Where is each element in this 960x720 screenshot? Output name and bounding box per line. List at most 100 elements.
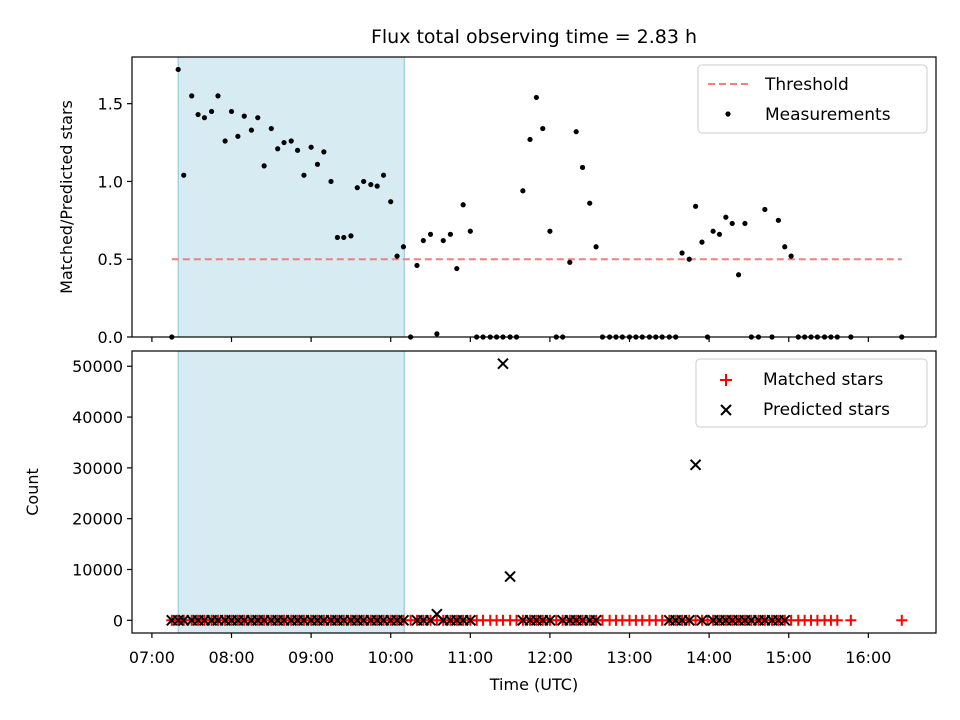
top-panel: Flux total observing time = 2.83 h 0.00.… bbox=[57, 26, 937, 347]
predicted-star-marker bbox=[590, 614, 602, 627]
x-tick-label: 13:00 bbox=[606, 648, 652, 667]
measurement-point bbox=[447, 231, 454, 237]
measurement-point bbox=[699, 239, 705, 245]
measurement-point bbox=[334, 234, 340, 241]
measurement-point bbox=[195, 111, 201, 118]
x-tick-label: 12:00 bbox=[527, 648, 573, 667]
measurement-point bbox=[361, 178, 367, 185]
bottom-y-tick-label: 30000 bbox=[72, 459, 123, 478]
chart-title: Flux total observing time = 2.83 h bbox=[371, 26, 697, 48]
predicted-star-marker bbox=[464, 614, 477, 627]
predicted-star-marker bbox=[504, 570, 516, 583]
bottom-y-tick-label: 0 bbox=[113, 611, 123, 630]
measurement-point bbox=[301, 172, 307, 178]
measurement-point bbox=[527, 136, 533, 143]
legend-measurements-swatch bbox=[725, 111, 731, 117]
measurement-point bbox=[533, 94, 539, 101]
predicted-star-marker bbox=[696, 614, 708, 627]
measurement-point bbox=[434, 331, 440, 337]
measurement-point bbox=[547, 228, 553, 234]
predicted-star-marker bbox=[497, 357, 509, 370]
measurement-point bbox=[567, 259, 573, 265]
measurement-point bbox=[742, 220, 748, 227]
legend-threshold-label: Threshold bbox=[764, 75, 849, 95]
measurement-point bbox=[328, 178, 334, 185]
bottom-y-ticks: 0 10000 20000 30000 40000 50000 bbox=[72, 357, 132, 630]
x-tick-label: 16:00 bbox=[845, 648, 891, 667]
measurement-point bbox=[710, 228, 716, 234]
x-tick-label: 09:00 bbox=[288, 648, 334, 667]
measurement-point bbox=[201, 115, 208, 121]
predicted-star-marker bbox=[397, 614, 410, 627]
measurement-point bbox=[414, 262, 420, 269]
predicted-star-marker bbox=[779, 614, 791, 627]
bottom-x-ticks: 07:00 08:00 09:00 10:00 11:00 12:00 13:00 14:00… bbox=[129, 633, 891, 667]
x-tick-label: 11:00 bbox=[447, 648, 493, 667]
measurement-point bbox=[788, 253, 794, 259]
top-span-rect bbox=[177, 56, 405, 338]
matched-star-marker bbox=[845, 614, 857, 626]
measurement-point bbox=[281, 139, 287, 146]
top-legend-box bbox=[697, 64, 928, 134]
measurement-point bbox=[735, 272, 742, 278]
measurement-point bbox=[368, 181, 374, 188]
measurement-point bbox=[454, 265, 460, 272]
measurement-point bbox=[181, 172, 187, 178]
x-axis-label: Time (UTC) bbox=[489, 675, 578, 694]
bottom-y-tick-label: 10000 bbox=[72, 560, 123, 579]
measurement-point bbox=[374, 183, 380, 189]
measurement-point bbox=[579, 164, 586, 171]
measurement-point bbox=[394, 253, 400, 259]
measurement-point bbox=[540, 125, 546, 132]
measurement-point bbox=[467, 228, 473, 234]
top-shaded-span bbox=[177, 56, 405, 338]
bottom-span-rect bbox=[177, 350, 405, 634]
top-y-axis-label: Matched/Predicted stars bbox=[57, 100, 76, 294]
x-tick-label: 15:00 bbox=[766, 648, 812, 667]
measurement-point bbox=[241, 113, 247, 119]
x-tick-label: 08:00 bbox=[208, 648, 254, 667]
measurement-point bbox=[723, 214, 729, 220]
top-x-ticks bbox=[151, 337, 869, 342]
matched-star-marker bbox=[896, 614, 908, 626]
top-y-tick-label: 0.0 bbox=[98, 328, 123, 347]
measurement-point bbox=[388, 199, 394, 205]
measurement-point bbox=[209, 108, 215, 115]
measurement-point bbox=[321, 149, 327, 155]
measurement-point bbox=[587, 200, 593, 206]
legend-matched-label: Matched stars bbox=[763, 370, 883, 390]
predicted-star-marker bbox=[544, 614, 556, 627]
measurement-point bbox=[440, 237, 446, 244]
top-y-ticks: 0.0 0.5 1.0 1.5 bbox=[98, 95, 132, 347]
legend-predicted-swatch bbox=[720, 404, 732, 416]
measurement-point bbox=[679, 250, 685, 256]
measurement-point bbox=[420, 237, 426, 244]
measurement-point bbox=[520, 188, 526, 194]
bottom-y-tick-label: 40000 bbox=[72, 408, 123, 427]
top-y-tick-label: 1.0 bbox=[98, 172, 123, 191]
measurement-point bbox=[686, 256, 692, 262]
measurement-point bbox=[215, 93, 221, 99]
measurement-point bbox=[275, 146, 281, 152]
predicted-star-marker bbox=[683, 614, 695, 627]
measurement-point bbox=[775, 217, 781, 223]
measurement-point bbox=[593, 244, 599, 250]
measurement-point bbox=[400, 244, 407, 250]
x-tick-label: 10:00 bbox=[368, 648, 414, 667]
predicted-stars-points bbox=[166, 357, 791, 627]
measurement-point bbox=[222, 138, 228, 144]
measurement-point bbox=[268, 125, 274, 132]
top-legend: Threshold Measurements bbox=[697, 64, 928, 134]
measurement-point bbox=[692, 203, 699, 209]
measurement-point bbox=[235, 133, 241, 139]
measurement-point bbox=[729, 220, 735, 227]
measurement-point bbox=[341, 234, 347, 241]
bottom-legend-box bbox=[695, 358, 928, 428]
measurement-point bbox=[255, 115, 261, 121]
measurement-point bbox=[261, 163, 267, 169]
measurement-point bbox=[762, 206, 768, 213]
measurement-point bbox=[716, 231, 723, 237]
bottom-y-axis-label: Count bbox=[23, 468, 42, 516]
measurement-point bbox=[380, 172, 387, 178]
